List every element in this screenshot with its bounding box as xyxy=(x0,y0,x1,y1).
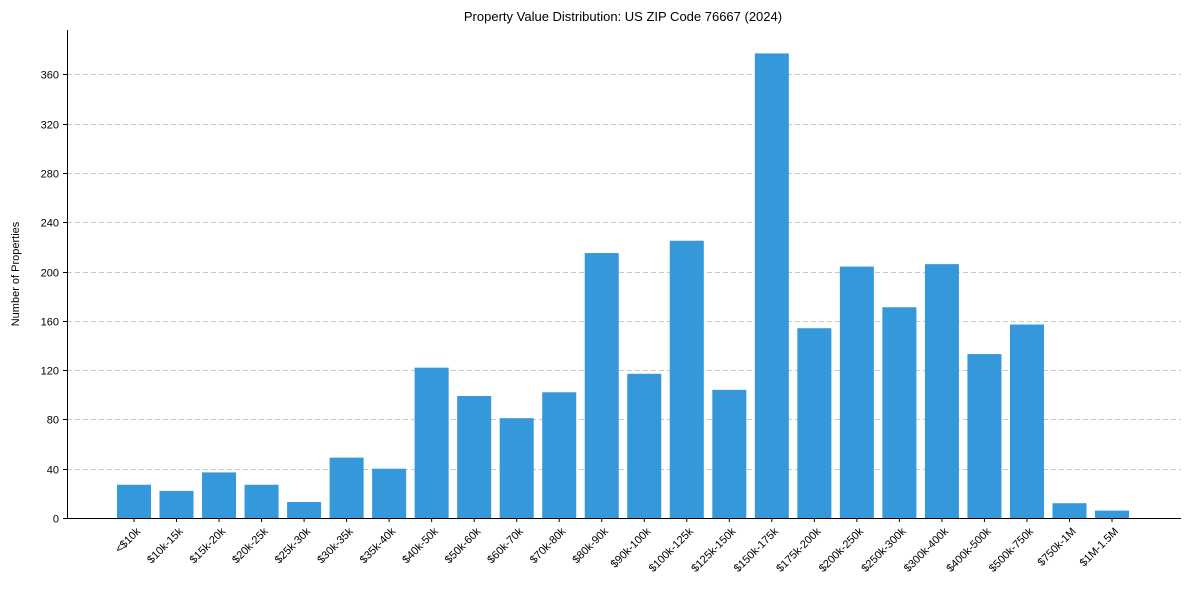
x-tick-label: $10k-15k xyxy=(145,525,186,566)
x-tick-label: <$10k xyxy=(113,525,143,555)
bar xyxy=(202,472,237,518)
x-tick-label: $100k-125k xyxy=(647,525,696,574)
x-tick-label: $40k-50k xyxy=(400,525,441,566)
bar xyxy=(584,253,619,519)
x-tick-label: $50k-60k xyxy=(443,525,484,566)
y-tick-label: 240 xyxy=(41,218,59,230)
bar xyxy=(882,307,917,518)
bar xyxy=(159,490,194,518)
x-tick-label: $25k-30k xyxy=(273,525,314,566)
x-tick-label: $125k-150k xyxy=(689,525,738,574)
x-tick-label: $15k-20k xyxy=(188,525,229,566)
y-tick-label: 0 xyxy=(53,514,59,526)
x-tick-label: $70k-80k xyxy=(528,525,569,566)
x-tick-label: $30k-35k xyxy=(315,525,356,566)
y-tick-label: 360 xyxy=(41,70,59,82)
x-tick-label: $1M-1.5M xyxy=(1078,526,1122,570)
bar xyxy=(329,457,364,518)
x-tick-label: $35k-40k xyxy=(358,525,399,566)
y-tick-label: 160 xyxy=(41,317,59,329)
y-tick-label: 200 xyxy=(41,268,59,280)
bar xyxy=(1052,503,1087,518)
bars-group xyxy=(116,53,1130,519)
chart-title: Property Value Distribution: US ZIP Code… xyxy=(464,9,782,24)
bar xyxy=(414,367,449,518)
bar xyxy=(924,264,959,518)
bar xyxy=(287,501,322,518)
bar xyxy=(244,484,279,518)
bar xyxy=(967,354,1002,518)
y-tick-label: 40 xyxy=(47,465,59,477)
x-tick-label: $250k-300k xyxy=(859,525,908,574)
bar xyxy=(116,484,152,518)
x-tick-label: $300k-400k xyxy=(902,525,951,574)
bar xyxy=(754,53,789,518)
x-tick-label: $60k-70k xyxy=(485,525,526,566)
bar xyxy=(797,328,832,518)
x-tick-label: $150k-175k xyxy=(732,525,781,574)
x-tick-label: $500k-750k xyxy=(987,525,1036,574)
y-tick-label: 120 xyxy=(41,366,59,378)
bar xyxy=(1009,324,1044,518)
bar xyxy=(542,392,577,518)
x-tick-label: $200k-250k xyxy=(817,525,866,574)
bar xyxy=(627,373,662,518)
bar xyxy=(372,468,407,518)
x-ticks: <$10k $10k-15k $15k-20k $20k-25k $25k-30k $30… xyxy=(113,518,1121,575)
bar xyxy=(712,389,747,518)
y-tick-label: 80 xyxy=(47,415,59,427)
bar xyxy=(1094,510,1130,518)
x-tick-label: $400k-500k xyxy=(944,525,993,574)
x-tick-label: $750k-1M xyxy=(1036,526,1079,569)
y-tick-label: 320 xyxy=(41,120,59,132)
bar xyxy=(839,266,874,518)
y-tick-label: 280 xyxy=(41,169,59,181)
x-tick-label: $90k-100k xyxy=(609,525,654,570)
bar xyxy=(457,396,492,518)
y-ticks: 0 40 80 120 160 200 240 280 320 360 xyxy=(41,70,67,526)
bar xyxy=(499,418,534,518)
grid-lines xyxy=(67,74,1181,470)
x-tick-label: $80k-90k xyxy=(570,525,611,566)
x-tick-label: $175k-200k xyxy=(774,525,823,574)
bar xyxy=(669,240,704,519)
x-tick-label: $20k-25k xyxy=(230,525,271,566)
y-axis-label: Number of Properties xyxy=(10,221,22,326)
